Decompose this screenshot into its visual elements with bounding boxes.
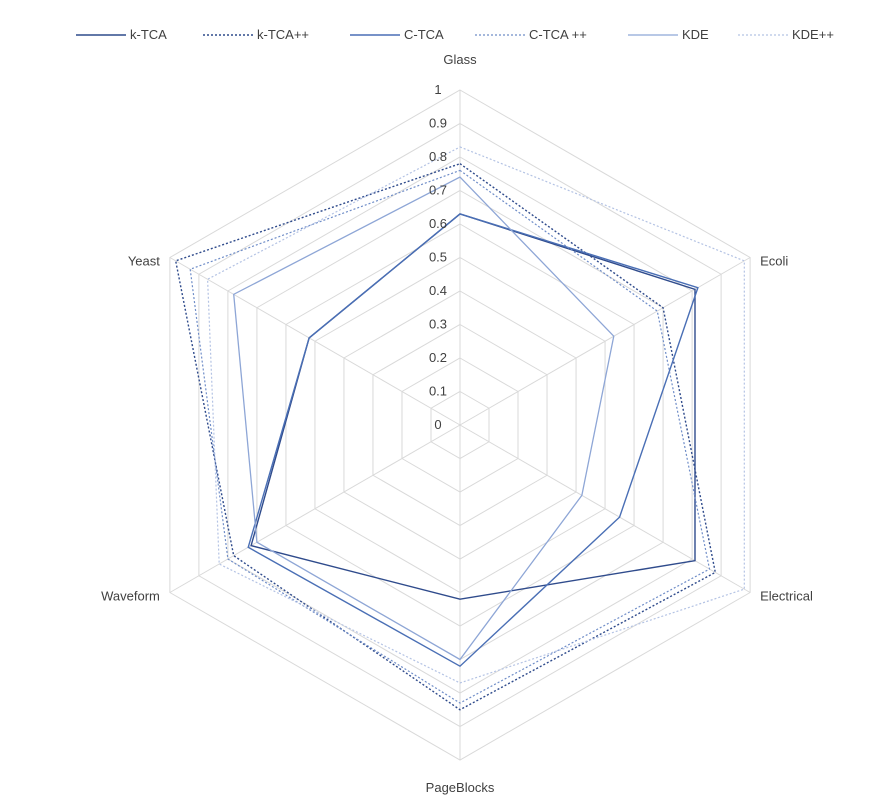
- tick-label: 0.4: [429, 283, 447, 298]
- tick-label: 0.9: [429, 116, 447, 131]
- tick-label: 0.5: [429, 250, 447, 265]
- category-label: Yeast: [128, 254, 160, 269]
- legend-label: k-TCA++: [257, 27, 309, 42]
- series-line: [250, 213, 696, 600]
- category-label: Electrical: [760, 589, 813, 604]
- legend-label: C-TCA: [404, 27, 444, 42]
- series-line: [206, 146, 745, 684]
- legend-label: KDE++: [792, 27, 834, 42]
- tick-label: 0.3: [429, 317, 447, 332]
- category-label: Glass: [443, 52, 477, 67]
- legend-label: k-TCA: [130, 27, 167, 42]
- category-label: Ecoli: [760, 254, 788, 269]
- tick-layer: 0 0.1 0.2 0.3 0.4 0.5 0.6 0.7 0.8 0.9 1: [429, 82, 447, 432]
- category-label: Waveform: [101, 589, 160, 604]
- tick-label: 0.6: [429, 216, 447, 231]
- tick-label: 0.2: [429, 350, 447, 365]
- tick-label: 0: [434, 417, 441, 432]
- tick-label: 1: [434, 82, 441, 97]
- legend-label: C-TCA ++: [529, 27, 587, 42]
- axis-spoke: [169, 257, 461, 426]
- axis-spoke: [169, 424, 461, 593]
- category-label: PageBlocks: [426, 780, 495, 795]
- axis-spoke: [459, 424, 751, 593]
- tick-label: 0.7: [429, 183, 447, 198]
- legend: k-TCA k-TCA++ C-TCA C-TCA ++ KDE KDE++: [76, 27, 834, 42]
- axis-spoke: [459, 257, 751, 426]
- legend-label: KDE: [682, 27, 709, 42]
- category-layer: Glass Ecoli Electrical PageBlocks Waveform Ye…: [101, 52, 813, 795]
- series-line: [247, 213, 699, 668]
- tick-label: 0.1: [429, 384, 447, 399]
- tick-label: 0.8: [429, 149, 447, 164]
- series-layer: [174, 146, 745, 711]
- series-line: [174, 162, 717, 711]
- series-line: [233, 176, 615, 661]
- series-line: [189, 169, 711, 704]
- spoke-layer: [169, 90, 751, 760]
